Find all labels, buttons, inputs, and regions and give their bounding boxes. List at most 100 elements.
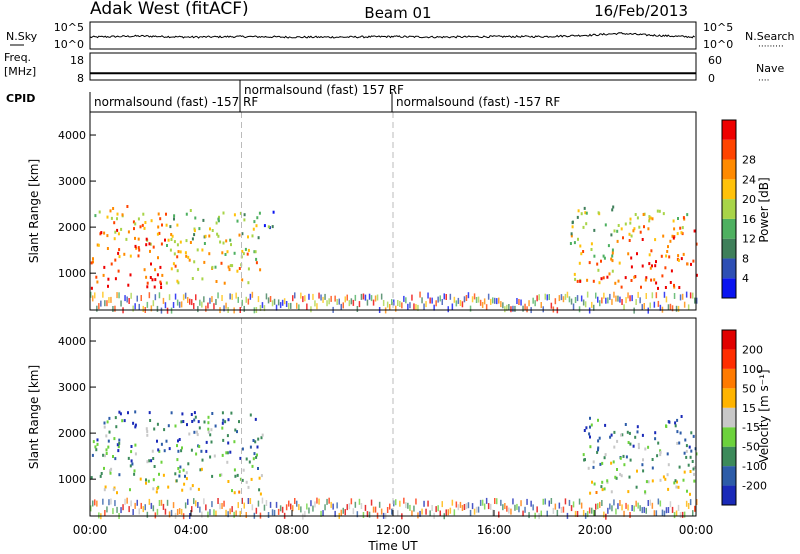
range-tick-label: 3000 — [58, 175, 86, 188]
data-cell — [200, 467, 203, 471]
clutter-cell — [603, 511, 605, 518]
data-cell — [682, 252, 685, 256]
time-tick-label: 20:00 — [578, 523, 613, 537]
clutter-cell — [376, 294, 379, 301]
clutter-cell — [411, 294, 413, 301]
clutter-cell — [601, 297, 603, 304]
clutter-cell — [334, 295, 336, 302]
clutter-cell — [506, 505, 508, 512]
data-cell — [256, 453, 258, 457]
data-cell — [664, 286, 667, 289]
range-tick-label: 4000 — [58, 335, 86, 348]
clutter-cell — [314, 300, 316, 307]
clutter-cell — [518, 506, 520, 513]
clutter-cell — [498, 297, 500, 304]
clutter-cell — [599, 300, 601, 307]
data-cell — [94, 445, 97, 449]
data-cell — [680, 415, 683, 418]
clutter-cell — [332, 503, 334, 510]
data-cell — [687, 463, 690, 467]
clutter-cell — [180, 301, 183, 308]
colorbar-swatch — [722, 238, 736, 259]
velocity-range-axis-label: Slant Range [km] — [27, 365, 41, 469]
data-cell — [638, 225, 641, 229]
clutter-cell — [126, 497, 128, 504]
clutter-cell — [130, 500, 132, 507]
data-cell — [577, 209, 580, 213]
clutter-cell — [132, 509, 134, 515]
clutter-cell — [110, 498, 112, 505]
data-cell — [156, 422, 159, 426]
clutter-cell — [166, 499, 169, 506]
data-cell — [243, 218, 246, 222]
clutter-cell — [118, 292, 120, 299]
freq-label-2: [MHz] — [4, 65, 36, 78]
clutter-cell — [593, 509, 595, 516]
clutter-cell — [399, 500, 401, 507]
data-cell — [117, 232, 120, 236]
data-cell — [662, 234, 665, 238]
freq-left-tick-bottom: 8 — [77, 72, 84, 85]
data-cell — [233, 468, 236, 472]
data-cell — [211, 265, 214, 269]
clutter-cell — [235, 292, 237, 299]
data-cell — [676, 232, 679, 236]
data-cell — [215, 280, 218, 283]
clutter-cell — [588, 507, 591, 514]
data-cell — [630, 279, 633, 282]
data-cell — [672, 219, 675, 223]
data-cell — [252, 457, 255, 461]
clutter-cell — [152, 505, 155, 512]
clutter-cell — [100, 300, 102, 307]
data-cell — [166, 244, 168, 247]
clutter-cell — [562, 506, 565, 513]
data-cell — [108, 430, 111, 434]
clutter-cell — [653, 510, 656, 517]
data-cell — [673, 481, 676, 485]
data-cell — [622, 454, 625, 458]
clutter-cell — [597, 503, 599, 510]
clutter-cell — [342, 507, 344, 514]
data-cell — [133, 469, 136, 473]
clutter-cell — [570, 298, 573, 305]
data-cell — [238, 420, 240, 424]
data-cell — [606, 275, 609, 279]
clutter-cell — [437, 296, 439, 303]
data-cell — [636, 216, 639, 220]
clutter-cell — [340, 509, 342, 516]
clutter-cell — [393, 299, 395, 306]
clutter-cell — [514, 305, 516, 312]
clutter-cell — [324, 293, 326, 300]
clutter-cell — [199, 506, 201, 513]
data-cell — [114, 230, 117, 234]
clutter-cell — [281, 299, 284, 306]
clutter-cell — [116, 506, 118, 513]
data-cell — [157, 448, 160, 452]
data-cell — [627, 252, 630, 256]
clutter-cell — [279, 302, 282, 309]
clutter-cell — [191, 299, 193, 306]
data-cell — [191, 484, 194, 488]
data-cell — [221, 426, 224, 430]
clutter-cell — [621, 299, 623, 305]
data-cell — [222, 241, 225, 245]
data-cell — [245, 457, 248, 461]
clutter-cell — [582, 510, 585, 516]
data-cell — [156, 487, 159, 490]
data-cell — [196, 248, 199, 252]
range-tick-label: 1000 — [58, 267, 86, 280]
clutter-cell — [302, 513, 304, 520]
data-cell — [253, 452, 256, 456]
data-cell — [178, 470, 181, 474]
data-cell — [157, 256, 159, 260]
data-cell — [611, 254, 614, 258]
data-cell — [229, 264, 232, 268]
range-tick-label: 2000 — [58, 221, 86, 234]
clutter-cell — [696, 499, 698, 505]
data-cell — [591, 480, 593, 484]
data-cell — [241, 447, 244, 451]
data-cell — [603, 487, 606, 491]
data-cell — [224, 253, 227, 256]
clutter-cell — [269, 296, 272, 302]
data-cell — [162, 473, 165, 477]
